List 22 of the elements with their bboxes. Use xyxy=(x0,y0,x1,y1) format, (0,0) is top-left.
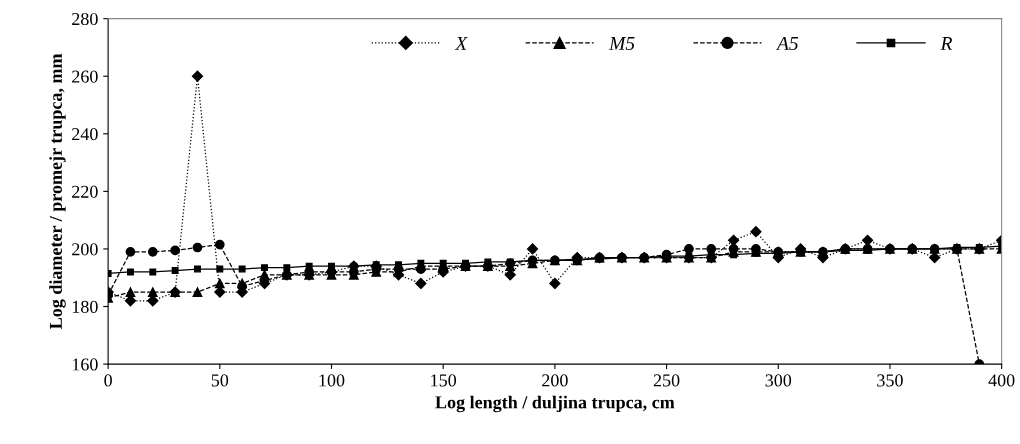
x-tick-label: 350 xyxy=(877,374,903,387)
x-tick-label: 200 xyxy=(542,374,568,387)
y-tick-label: 160 xyxy=(72,358,98,371)
y-tick-label: 260 xyxy=(72,70,98,83)
x-tick-label: 100 xyxy=(319,374,345,387)
legend-label: X xyxy=(454,37,468,50)
x-tick-label: 0 xyxy=(104,374,112,387)
legend-label: A5 xyxy=(775,36,799,50)
legend-label: M5 xyxy=(608,37,635,50)
y-tick-label: 220 xyxy=(72,185,98,198)
y-tick-label: 200 xyxy=(72,243,98,256)
legend-label: R xyxy=(940,37,953,50)
y-tick-label: 180 xyxy=(72,300,98,313)
y-tick-label: 280 xyxy=(72,12,98,26)
x-axis-title: Log length / duljina trupca, cm xyxy=(435,395,675,413)
y-axis-title: Log diameter / promejr trupca, mm xyxy=(49,53,66,329)
x-tick-label: 400 xyxy=(988,374,1015,387)
x-tick-label: 300 xyxy=(765,374,792,387)
x-tick-label: 50 xyxy=(211,374,229,387)
x-tick-label: 250 xyxy=(653,374,680,387)
x-tick-label: 150 xyxy=(431,374,457,387)
y-tick-label: 240 xyxy=(72,128,98,141)
